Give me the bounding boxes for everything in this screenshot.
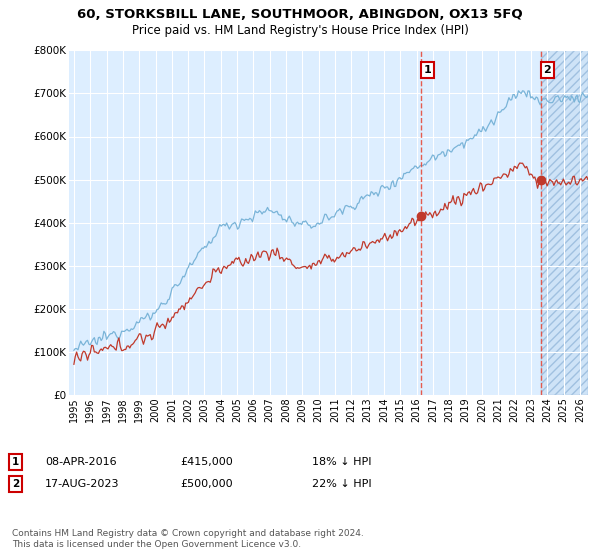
Bar: [541, 50, 588, 395]
Text: £415,000: £415,000: [180, 457, 233, 467]
Text: 18% ↓ HPI: 18% ↓ HPI: [312, 457, 371, 467]
Text: 2: 2: [12, 479, 19, 489]
Text: 08-APR-2016: 08-APR-2016: [45, 457, 116, 467]
Text: 1: 1: [424, 65, 431, 75]
Text: Contains HM Land Registry data © Crown copyright and database right 2024.
This d: Contains HM Land Registry data © Crown c…: [12, 529, 364, 549]
Text: 2: 2: [544, 65, 551, 75]
Text: 1: 1: [12, 457, 19, 467]
Text: 60, STORKSBILL LANE, SOUTHMOOR, ABINGDON, OX13 5FQ: 60, STORKSBILL LANE, SOUTHMOOR, ABINGDON…: [77, 8, 523, 21]
Bar: [541, 50, 588, 395]
Text: Price paid vs. HM Land Registry's House Price Index (HPI): Price paid vs. HM Land Registry's House …: [131, 24, 469, 36]
Text: 17-AUG-2023: 17-AUG-2023: [45, 479, 119, 489]
Text: 22% ↓ HPI: 22% ↓ HPI: [312, 479, 371, 489]
Text: £500,000: £500,000: [180, 479, 233, 489]
